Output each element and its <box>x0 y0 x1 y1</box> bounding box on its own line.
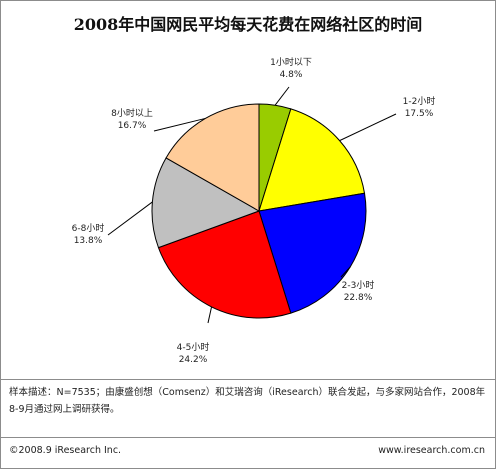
leader-line <box>340 266 351 278</box>
pie-slice <box>258 192 367 314</box>
slice-value-label: 16.7% <box>118 121 147 131</box>
pie-chart: 1小时以下 4.8% 1-2小时 17.5% 2-3小时 22.8% 4-5小时 24.2% 6… <box>72 56 436 365</box>
slice-category-label: 6-8小时 <box>72 222 105 234</box>
website-link[interactable]: www.iresearch.com.cn <box>378 445 485 456</box>
slice-category-label: 8小时以上 <box>111 107 153 119</box>
leader-line <box>274 86 290 106</box>
slice-category-label: 4-5小时 <box>177 341 210 353</box>
copyright-text: ©2008.9 iResearch Inc. <box>9 445 122 456</box>
pie-slice <box>157 210 292 319</box>
footer-divider-top <box>1 379 495 380</box>
pie-slice <box>151 157 261 249</box>
footer-divider-bottom <box>1 437 495 438</box>
leader-line <box>339 113 397 142</box>
sample-note: 样本描述：N=7535；由康盛创想（Comsenz）和艾瑞咨询（iResearc… <box>9 387 486 415</box>
slice-value-label: 17.5% <box>405 109 434 119</box>
leader-line <box>207 306 213 324</box>
slice-category-label: 1-2小时 <box>403 95 436 107</box>
leader-line <box>153 117 206 132</box>
chart-title: 2008年中国网民平均每天花费在网络社区的时间 <box>73 15 423 34</box>
slice-category-label: 1小时以下 <box>270 56 312 68</box>
slice-value-label: 13.8% <box>74 236 103 246</box>
leader-line <box>107 201 153 236</box>
slice-value-label: 22.8% <box>344 293 373 303</box>
slice-value-label: 4.8% <box>280 70 303 80</box>
slice-value-label: 24.2% <box>179 355 208 365</box>
slice-category-label: 2-3小时 <box>342 279 375 291</box>
